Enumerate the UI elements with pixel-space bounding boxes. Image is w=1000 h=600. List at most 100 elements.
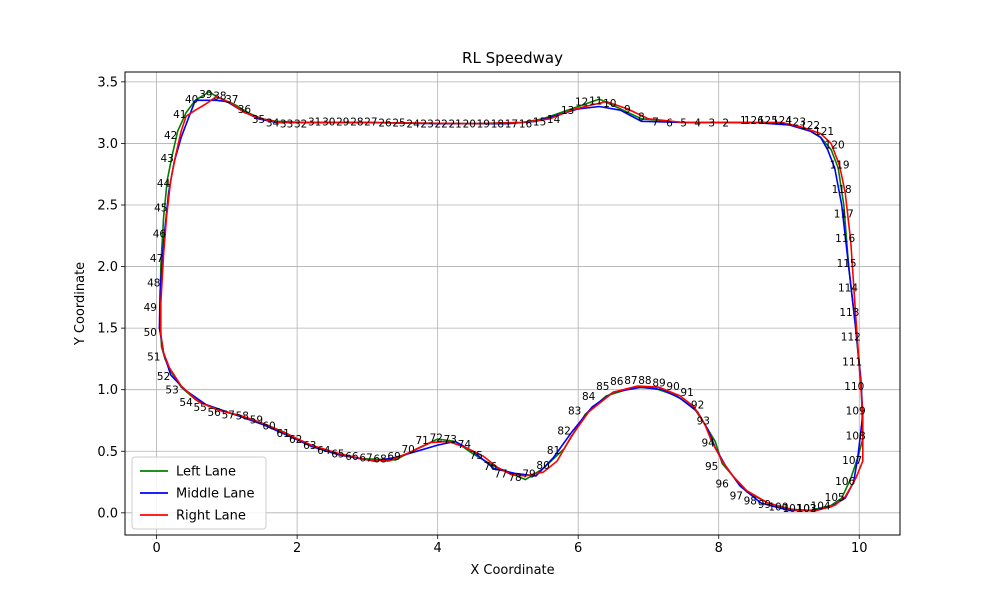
waypoint-label: 37 (225, 94, 238, 106)
waypoint-label: 32 (294, 119, 307, 131)
waypoint-label: 61 (276, 428, 289, 440)
y-tick-label: 3.5 (97, 75, 118, 90)
waypoint-label: 69 (387, 451, 400, 463)
waypoint-label: 39 (199, 89, 212, 101)
waypoint-label: 100 (768, 502, 788, 514)
x-tick-label: 6 (574, 541, 582, 556)
waypoint-label: 90 (666, 381, 679, 393)
waypoint-label: 55 (194, 402, 207, 414)
waypoint-label: 78 (508, 472, 521, 484)
waypoint-label: 122 (800, 120, 820, 132)
waypoint-label: 46 (153, 228, 167, 240)
waypoint-label: 82 (557, 425, 570, 437)
waypoint-label: 64 (317, 445, 331, 457)
waypoint-label: 22 (435, 119, 448, 131)
waypoint-label: 60 (262, 420, 275, 432)
waypoint-label: 98 (744, 496, 757, 508)
y-tick-label: 1.5 (97, 322, 118, 337)
waypoint-label: 109 (846, 406, 866, 418)
waypoint-label: 59 (250, 414, 263, 426)
waypoint-label: 14 (547, 114, 561, 126)
waypoint-label: 9 (624, 104, 631, 116)
waypoint-label: 42 (164, 130, 177, 142)
waypoint-label: 38 (213, 90, 226, 102)
waypoint-label: 86 (610, 376, 624, 388)
waypoint-label: 44 (157, 178, 171, 190)
waypoint-label: 99 (758, 499, 771, 511)
waypoint-label: 48 (147, 278, 160, 290)
waypoint-label: 121 (814, 126, 834, 138)
waypoint-label: 15 (533, 116, 546, 128)
waypoint-label: 84 (582, 391, 596, 403)
y-tick-label: 2.0 (97, 260, 118, 275)
waypoint-label: 29 (336, 116, 349, 128)
waypoint-label: 47 (150, 253, 163, 265)
waypoint-label: 94 (702, 438, 716, 450)
waypoint-label: 104 (811, 500, 831, 512)
waypoint-label: 118 (832, 184, 852, 196)
y-tick-label: 0.5 (97, 445, 118, 460)
waypoint-label: 110 (844, 381, 864, 393)
waypoint-label: 66 (345, 451, 359, 463)
waypoint-label: 68 (373, 454, 386, 466)
waypoint-label: 103 (797, 503, 817, 515)
waypoint-label: 79 (522, 468, 535, 480)
y-tick-label: 3.0 (97, 137, 118, 152)
waypoint-label: 114 (838, 283, 858, 295)
x-tick-label: 10 (851, 541, 868, 556)
waypoint-label: 27 (364, 116, 377, 128)
waypoint-label: 120 (825, 140, 845, 152)
waypoint-label: 26 (378, 118, 392, 130)
waypoint-label: 96 (716, 478, 730, 490)
waypoint-label: 36 (238, 104, 252, 116)
waypoint-label: 1 (740, 115, 747, 127)
waypoint-label: 95 (705, 461, 718, 473)
waypoint-label: 54 (179, 397, 193, 409)
waypoint-label: 87 (624, 375, 637, 387)
waypoint-labels: 2345678910111213141516171819202122232425… (144, 89, 866, 515)
waypoint-label: 88 (638, 375, 651, 387)
legend-entry: Right Lane (176, 509, 246, 524)
waypoint-label: 2 (722, 118, 729, 130)
waypoint-label: 117 (834, 209, 854, 221)
waypoint-label: 4 (694, 118, 701, 130)
waypoint-label: 126 (744, 115, 764, 127)
x-tick-label: 2 (293, 541, 301, 556)
series-lines (158, 90, 864, 512)
waypoint-label: 20 (463, 119, 476, 131)
waypoint-label: 7 (652, 116, 659, 128)
grid (125, 72, 900, 535)
waypoint-label: 3 (708, 118, 715, 130)
waypoint-label: 91 (680, 387, 693, 399)
y-tick-label: 0.0 (97, 506, 118, 521)
waypoint-label: 113 (839, 307, 859, 319)
waypoint-label: 16 (519, 119, 533, 131)
waypoint-label: 106 (835, 476, 855, 488)
waypoint-label: 125 (758, 115, 778, 127)
waypoint-label: 49 (144, 302, 157, 314)
waypoint-label: 101 (782, 503, 802, 515)
waypoint-label: 41 (173, 109, 186, 121)
legend: Left Lane Middle Lane Right Lane (131, 456, 267, 530)
waypoint-label: 119 (830, 159, 850, 171)
waypoint-label: 116 (835, 233, 855, 245)
waypoint-label: 74 (458, 439, 472, 451)
waypoint-label: 108 (846, 430, 866, 442)
right-lane-line (160, 95, 864, 512)
x-tick-label: 0 (152, 541, 160, 556)
waypoint-label: 10 (603, 98, 616, 110)
chart-title: RL Speedway (462, 49, 563, 67)
waypoint-label: 18 (491, 119, 504, 131)
legend-box (131, 456, 267, 530)
waypoint-label: 63 (303, 440, 316, 452)
waypoint-label: 111 (842, 356, 862, 368)
waypoint-label: 56 (208, 407, 222, 419)
waypoint-label: 30 (322, 116, 335, 128)
waypoint-label: 97 (730, 491, 743, 503)
waypoint-label: 11 (589, 95, 602, 107)
x-tick-label: 4 (434, 541, 442, 556)
waypoint-label: 124 (772, 115, 792, 127)
waypoint-label: 33 (280, 119, 293, 131)
